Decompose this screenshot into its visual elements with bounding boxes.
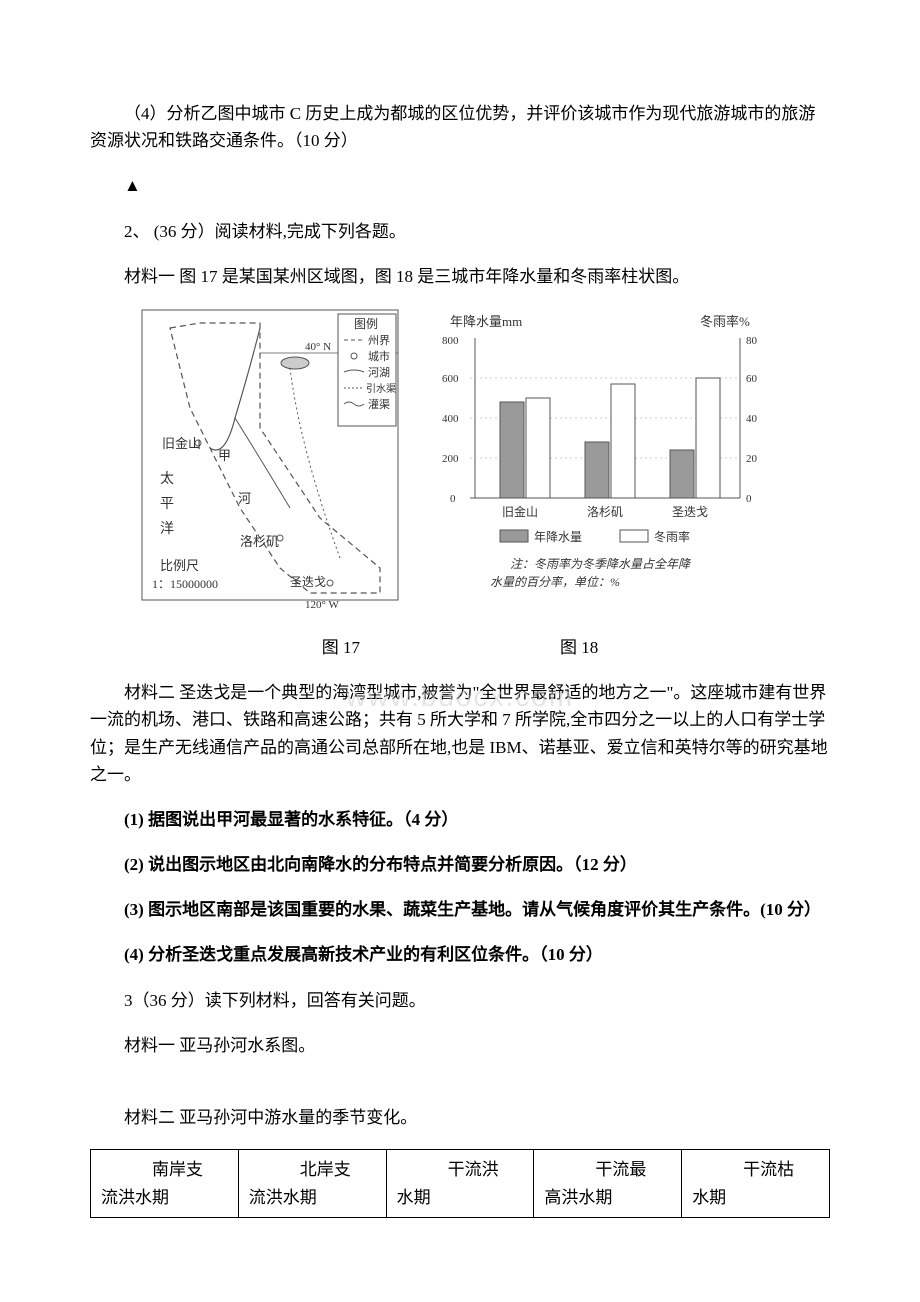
svg-text:洛杉矶: 洛杉矶 <box>587 504 623 519</box>
svg-text:800: 800 <box>442 335 459 347</box>
table-cell: 干流洪水期 <box>386 1150 534 1217</box>
svg-text:60: 60 <box>746 373 758 385</box>
map-figure: 太 平 洋 旧金山 甲 河 洛杉矶 圣迭戈 40° N 120° W 比例尺 1… <box>140 308 420 628</box>
svg-text:120° W: 120° W <box>305 599 339 611</box>
table-row: 南岸支流洪水期 北岸支流洪水期 干流洪水期 干流最高洪水期 干流枯水期 <box>91 1150 830 1217</box>
svg-text:圣迭戈: 圣迭戈 <box>672 505 708 519</box>
svg-text:注：冬雨率为冬季降水量占全年降: 注：冬雨率为冬季降水量占全年降 <box>510 557 691 571</box>
label-yang: 洋 <box>160 521 174 537</box>
amazon-table: 南岸支流洪水期 北岸支流洪水期 干流洪水期 干流最高洪水期 干流枯水期 <box>90 1149 830 1217</box>
table-cell: 干流枯水期 <box>682 1150 830 1217</box>
question-2-intro: 2、 (36 分）阅读材料,完成下列各题。 <box>90 218 830 245</box>
question-3-intro: 3（36 分）读下列材料，回答有关问题。 <box>90 987 830 1014</box>
svg-text:0: 0 <box>450 493 456 505</box>
svg-text:20: 20 <box>746 453 758 465</box>
question-2-material-2: 材料二 圣迭戈是一个典型的海湾型城市,被誉为"全世界最舒适的地方之一"。这座城市… <box>90 679 830 788</box>
question-3-material-1: 材料一 亚马孙河水系图。 <box>90 1032 830 1059</box>
svg-text:40° N: 40° N <box>305 341 331 353</box>
figure-row: 太 平 洋 旧金山 甲 河 洛杉矶 圣迭戈 40° N 120° W 比例尺 1… <box>90 308 830 628</box>
question-2-2: (2) 说出图示地区由北向南降水的分布特点并简要分析原因。（12 分） <box>90 851 830 878</box>
svg-text:洛杉矶: 洛杉矶 <box>240 534 279 549</box>
svg-text:甲: 甲 <box>218 448 231 463</box>
table-cell: 干流最高洪水期 <box>534 1150 682 1217</box>
svg-text:引水渠: 引水渠 <box>366 383 396 395</box>
bar-chart: 年降水量mm 冬雨率% 0 200 400 600 800 0 20 <box>420 308 780 628</box>
svg-text:灌渠: 灌渠 <box>368 398 390 411</box>
label-ping: 平 <box>160 497 174 512</box>
answer-triangle: ▲ <box>90 172 830 199</box>
fig17-caption: 图 17 <box>322 634 360 661</box>
svg-text:200: 200 <box>442 453 459 465</box>
svg-text:比例尺: 比例尺 <box>160 558 199 573</box>
svg-text:圣迭戈: 圣迭戈 <box>290 575 326 589</box>
table-cell: 北岸支流洪水期 <box>238 1150 386 1217</box>
question-2-3: (3) 图示地区南部是该国重要的水果、蔬菜生产基地。请从气候角度评价其生产条件。… <box>90 896 830 923</box>
question-2-material-1: 材料一 图 17 是某国某州区域图，图 18 是三城市年降水量和冬雨率柱状图。 <box>90 263 830 290</box>
svg-text:河: 河 <box>238 491 251 506</box>
question-1-4: （4）分析乙图中城市 C 历史上成为都城的区位优势，并评价该城市作为现代旅游城市… <box>90 100 830 154</box>
svg-text:年降水量: 年降水量 <box>534 530 582 544</box>
question-2-4: (4) 分析圣迭戈重点发展高新技术产业的有利区位条件。（10 分） <box>90 941 830 968</box>
svg-text:冬雨率: 冬雨率 <box>654 529 690 544</box>
svg-text:0: 0 <box>746 493 752 505</box>
label-tai: 太 <box>160 471 174 487</box>
svg-text:600: 600 <box>442 373 459 385</box>
svg-text:河湖: 河湖 <box>368 366 390 379</box>
svg-text:80: 80 <box>746 335 758 347</box>
svg-text:旧金山: 旧金山 <box>502 504 538 519</box>
svg-text:水量的百分率，单位：%: 水量的百分率，单位：% <box>490 575 620 589</box>
svg-text:年降水量mm: 年降水量mm <box>450 314 522 329</box>
svg-text:1：15000000: 1：15000000 <box>152 577 218 591</box>
question-2-1: (1) 据图说出甲河最显著的水系特征。（4 分） <box>90 806 830 833</box>
svg-text:400: 400 <box>442 413 459 425</box>
table-cell: 南岸支流洪水期 <box>91 1150 239 1217</box>
svg-text:图例: 图例 <box>354 317 378 331</box>
svg-text:冬雨率%: 冬雨率% <box>700 314 750 329</box>
fig18-caption: 图 18 <box>560 634 598 661</box>
svg-text:旧金山: 旧金山 <box>162 436 201 451</box>
svg-text:州界: 州界 <box>368 334 390 347</box>
svg-text:城市: 城市 <box>368 349 390 363</box>
svg-text:40: 40 <box>746 413 758 425</box>
question-3-material-2: 材料二 亚马孙河中游水量的季节变化。 <box>90 1104 830 1131</box>
